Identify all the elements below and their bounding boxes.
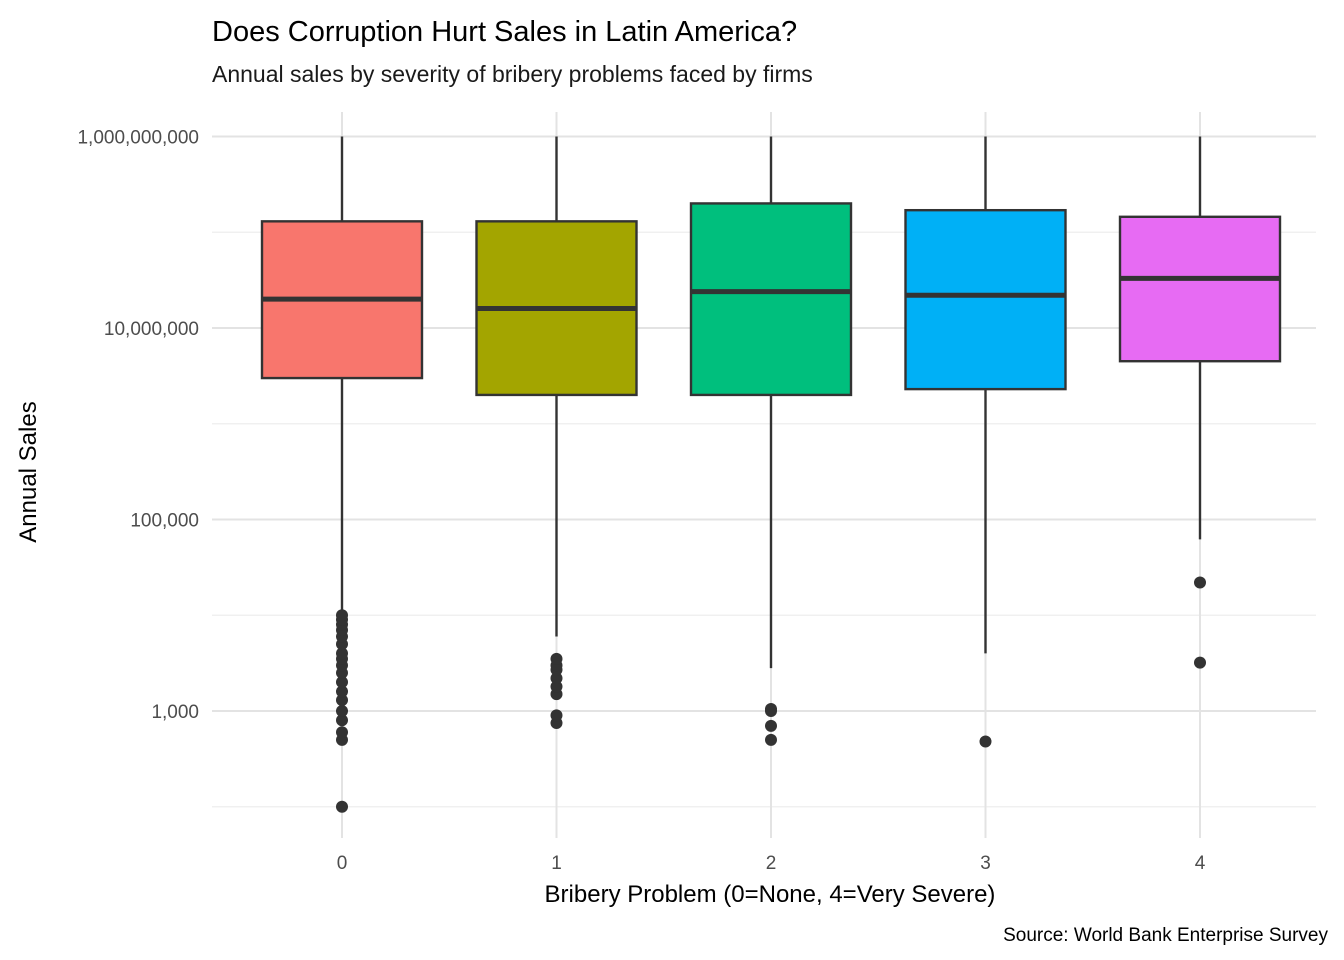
outlier-point <box>550 652 563 665</box>
outlier-point <box>1194 656 1206 669</box>
y-tick-label: 1,000 <box>151 702 199 723</box>
outlier-point <box>979 735 992 748</box>
outlier-point <box>765 702 777 715</box>
outlier-point <box>336 609 348 622</box>
x-axis-title: Bribery Problem (0=None, 4=Very Severe) <box>545 881 996 908</box>
x-tick-label: 1 <box>551 853 562 874</box>
outlier-point <box>336 685 348 698</box>
x-tick-label: 0 <box>337 853 348 874</box>
box-group-3 <box>904 136 1067 748</box>
outlier-point <box>336 647 348 660</box>
outlier-point <box>336 676 348 689</box>
box <box>689 202 853 397</box>
box-group-1 <box>475 136 638 729</box>
box <box>904 208 1067 391</box>
box-group-2 <box>689 136 853 746</box>
outlier-point <box>336 800 348 813</box>
box <box>1118 215 1282 363</box>
x-tick-label: 4 <box>1195 853 1206 874</box>
outlier-point <box>550 680 563 693</box>
outlier-point <box>336 726 348 739</box>
outlier-point <box>336 705 348 717</box>
y-tick-label: 10,000,000 <box>104 319 199 340</box>
outlier-point <box>550 709 563 722</box>
x-tick-label: 2 <box>766 853 777 874</box>
x-tick-labels: 0 1 2 3 4 <box>337 853 1206 874</box>
boxes <box>260 136 1282 813</box>
chart-caption: Source: World Bank Enterprise Survey <box>1003 925 1328 946</box>
outlier-point <box>336 714 348 727</box>
outlier-point <box>550 672 563 685</box>
outlier-point <box>336 694 348 707</box>
y-tick-label: 100,000 <box>130 511 199 532</box>
y-axis-title: Annual Sales <box>15 401 42 542</box>
outlier-point <box>765 733 777 746</box>
chart-title: Does Corruption Hurt Sales in Latin Amer… <box>212 16 797 48</box>
outlier-point <box>765 719 777 732</box>
box-group-4 <box>1118 136 1282 669</box>
outlier-point <box>1194 576 1206 589</box>
y-tick-label: 1,000,000,000 <box>77 128 199 149</box>
y-tick-labels: 1,000 100,000 10,000,000 1,000,000,000 <box>77 128 199 724</box>
box-group-0 <box>260 136 424 813</box>
chart-subtitle: Annual sales by severity of bribery prob… <box>212 61 813 87</box>
x-tick-label: 3 <box>980 853 991 874</box>
